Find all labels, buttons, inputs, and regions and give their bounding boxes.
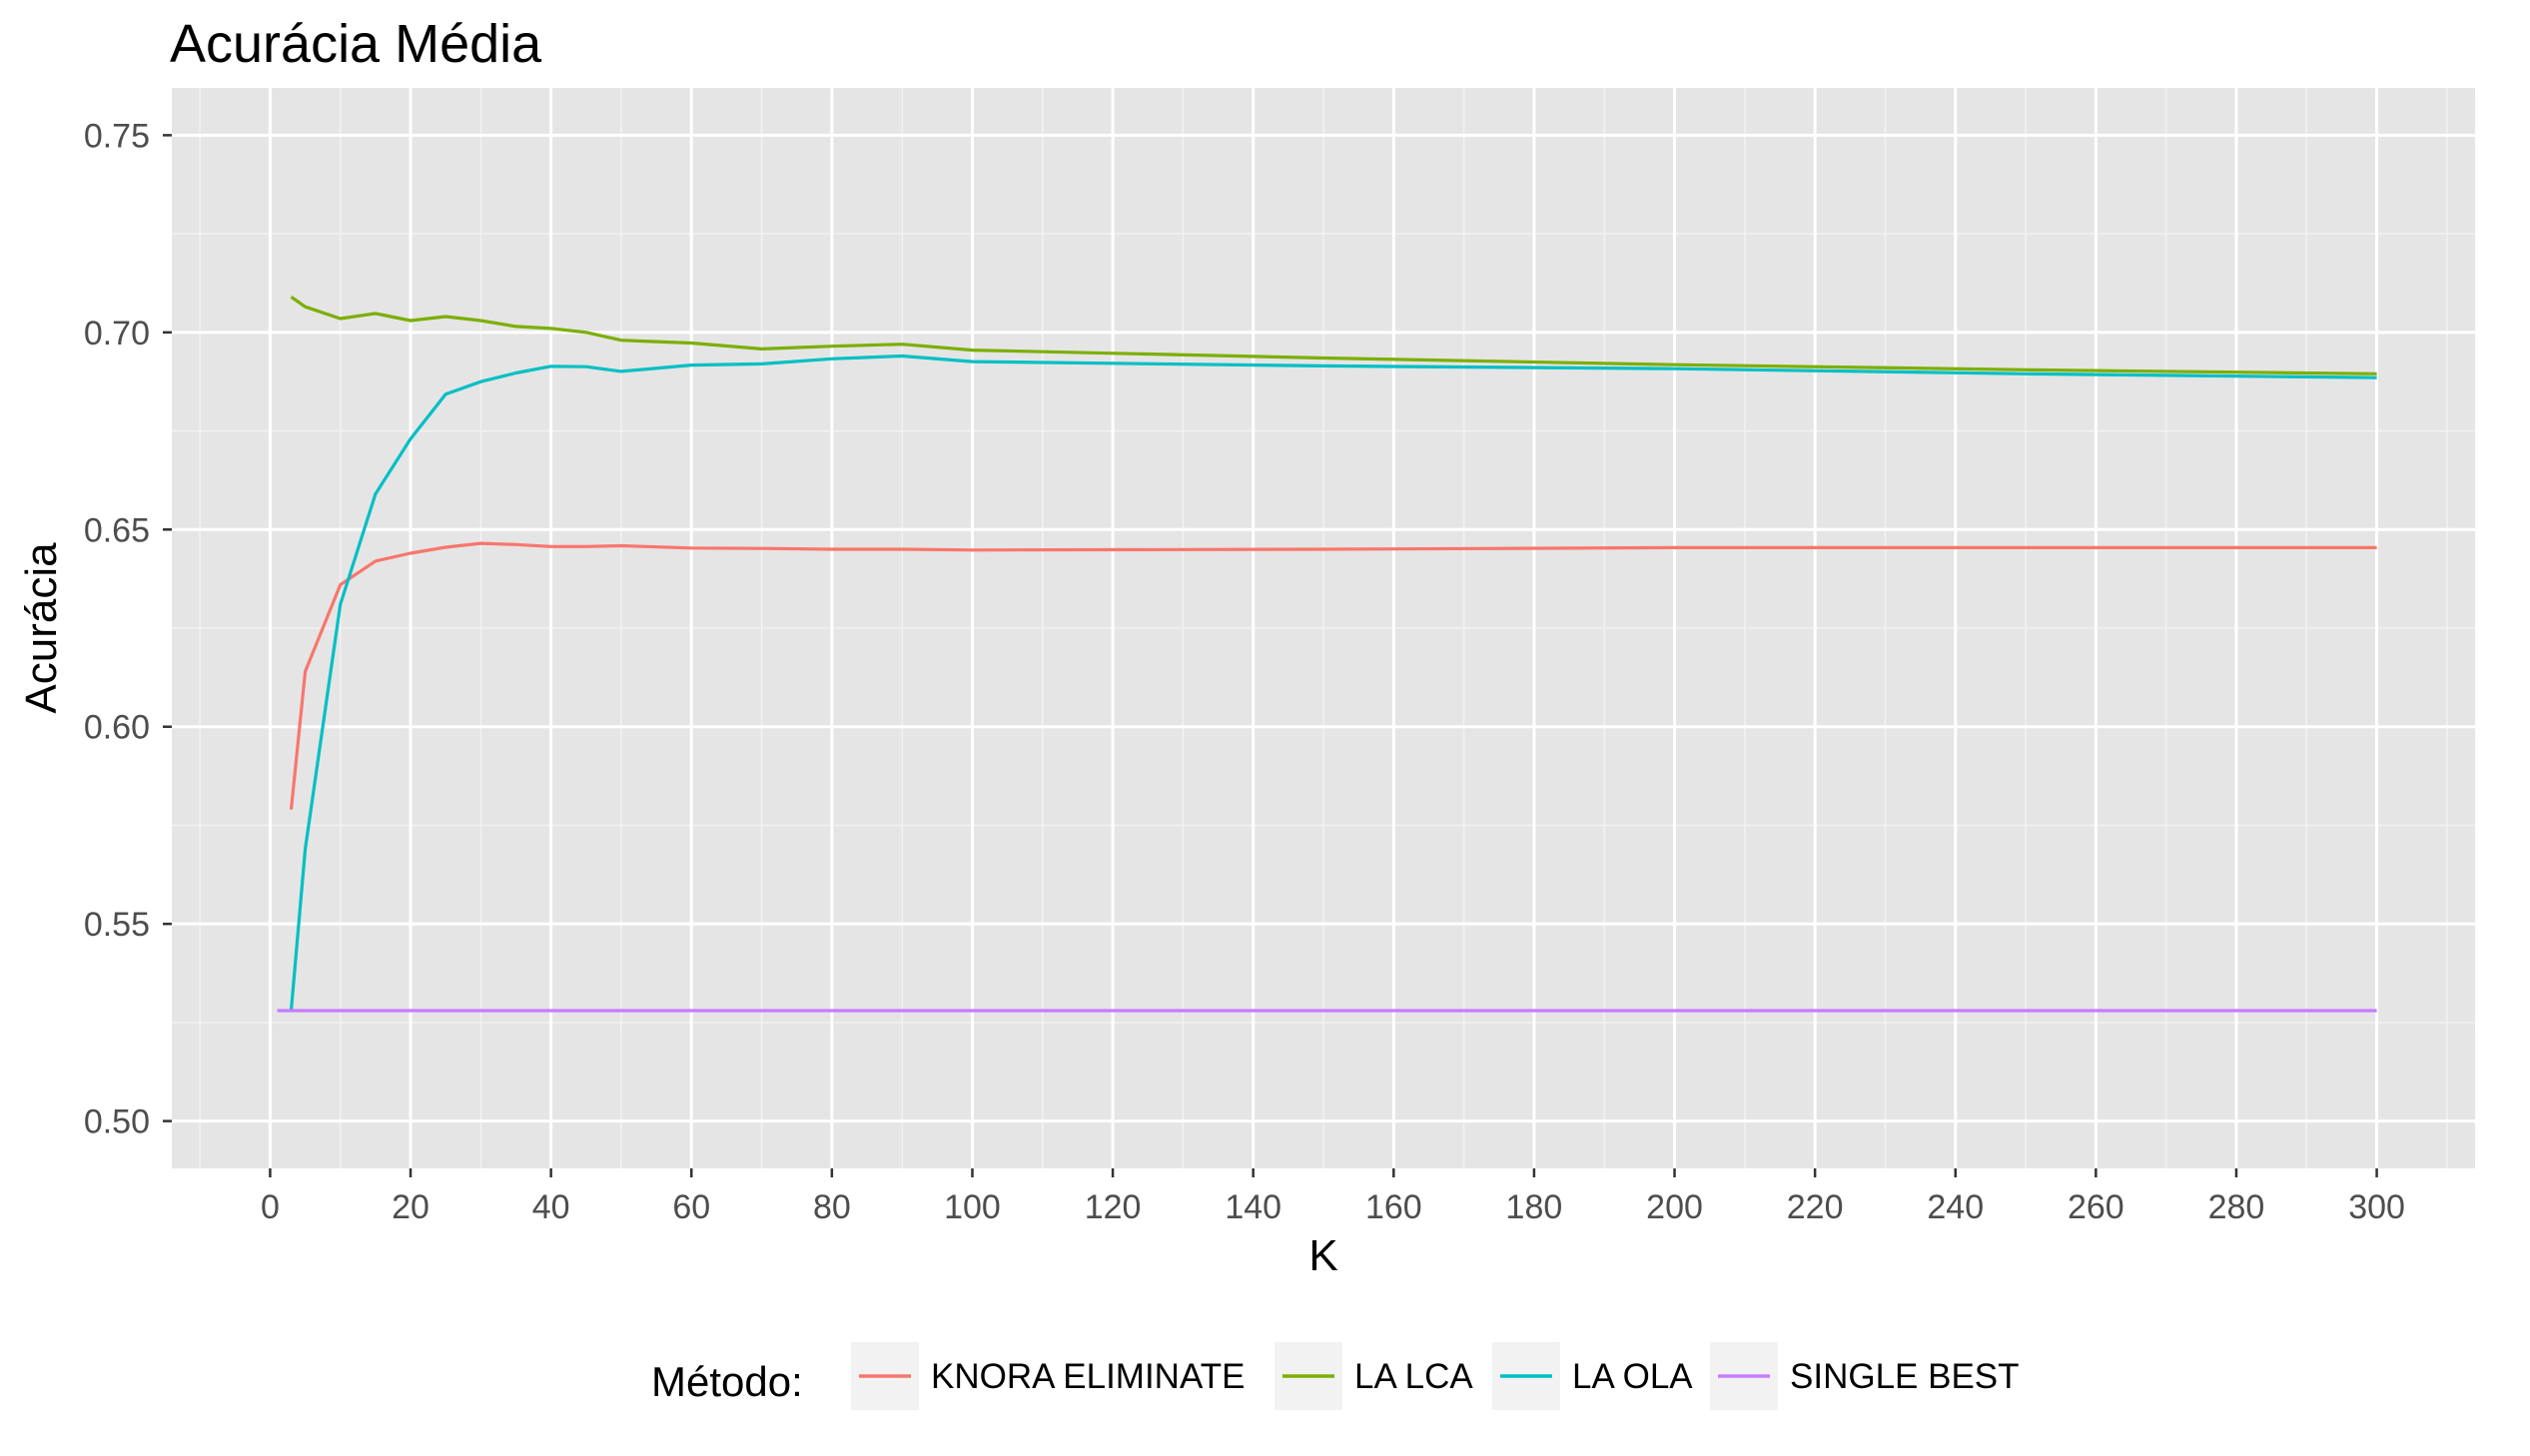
x-tick-label: 40	[532, 1188, 570, 1226]
y-tick-label: 0.60	[84, 709, 150, 747]
axes: 0 20 40 60 80 100 120 140 160 180 200 220 240 260 280 3…	[84, 117, 2405, 1226]
x-tick-label: 300	[2348, 1188, 2405, 1226]
chart-title: Acurácia Média	[170, 14, 542, 74]
legend-label-la-lca: LA LCA	[1354, 1357, 1473, 1396]
x-tick-label: 80	[813, 1188, 851, 1226]
legend: Método: KNORA ELIMINATE LA LCA LA OLA SINGL…	[651, 1342, 2020, 1410]
legend-label-knora-eliminate: KNORA ELIMINATE	[931, 1357, 1245, 1396]
y-axis-title: Acurácia	[17, 542, 66, 714]
x-tick-label: 160	[1365, 1188, 1422, 1226]
y-tick-label: 0.50	[84, 1103, 150, 1141]
y-tick-label: 0.55	[84, 906, 150, 944]
x-tick-label: 220	[1787, 1188, 1844, 1226]
series-lines	[277, 295, 2377, 1013]
series-line-la-lca	[290, 295, 2377, 375]
x-tick-label: 200	[1646, 1188, 1703, 1226]
major-gridlines	[172, 88, 2475, 1168]
y-tick-label: 0.75	[84, 117, 150, 155]
x-tick-label: 260	[2068, 1188, 2124, 1226]
y-tick-label: 0.65	[84, 511, 150, 549]
x-tick-label: 280	[2208, 1188, 2265, 1226]
x-tick-label: 0	[261, 1188, 280, 1226]
minor-gridlines	[172, 88, 2475, 1168]
legend-title: Método:	[651, 1358, 803, 1405]
x-tick-label: 100	[944, 1188, 1001, 1226]
x-tick-label: 60	[672, 1188, 710, 1226]
x-axis-title: K	[1308, 1231, 1337, 1280]
legend-label-la-ola: LA OLA	[1572, 1357, 1693, 1396]
series-line-knora-eliminate	[289, 541, 2377, 810]
legend-label-single-best: SINGLE BEST	[1790, 1357, 2020, 1396]
x-tick-label: 20	[392, 1188, 429, 1226]
series-line-la-ola	[289, 354, 2377, 1012]
y-tick-label: 0.70	[84, 315, 150, 353]
x-tick-label: 180	[1506, 1188, 1563, 1226]
x-tick-label: 140	[1225, 1188, 1281, 1226]
x-tick-label: 240	[1927, 1188, 1984, 1226]
x-tick-label: 120	[1085, 1188, 1142, 1226]
